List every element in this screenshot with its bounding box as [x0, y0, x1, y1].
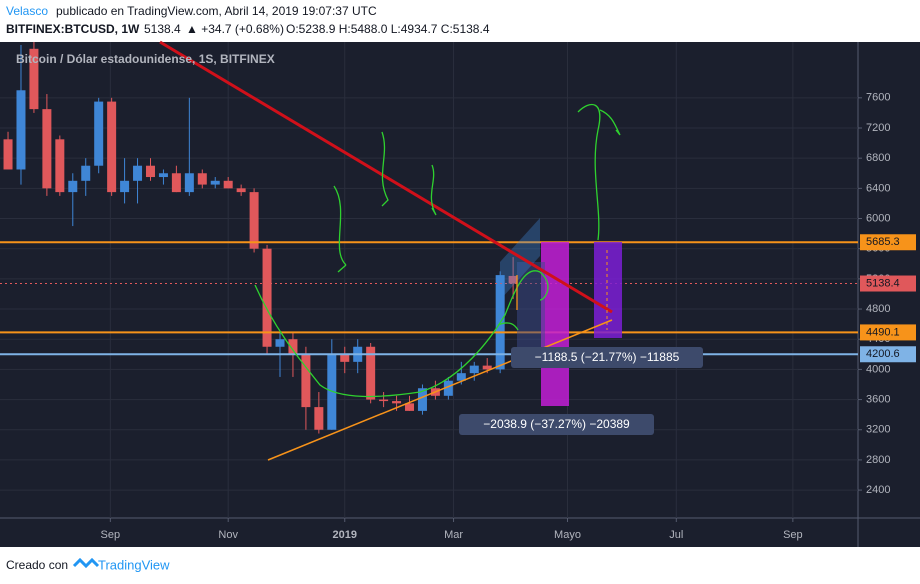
freehand	[381, 131, 389, 207]
candle-body	[508, 275, 518, 284]
candle-body	[443, 380, 453, 396]
candle-body	[133, 165, 143, 181]
ohlc: O:5238.9 H:5488.0 L:4934.7 C:5138.4	[286, 22, 490, 36]
price-label-bg	[860, 346, 916, 363]
channel	[500, 218, 540, 300]
range-box	[594, 242, 622, 338]
candle-body	[327, 354, 337, 430]
candle-body	[145, 165, 155, 178]
candle-body	[482, 365, 492, 370]
candle-body	[210, 180, 220, 185]
x-tick-label: Sep	[783, 529, 803, 541]
trend-line	[267, 319, 613, 461]
chart-bg	[0, 42, 920, 547]
candle-body	[417, 388, 427, 411]
y-tick-label: 7200	[866, 122, 890, 134]
freehand	[430, 164, 437, 216]
candle-body	[366, 346, 376, 400]
candle-body	[184, 173, 194, 193]
change: ▲ +34.7 (+0.68%)	[186, 22, 284, 36]
candle-body	[379, 399, 389, 402]
chart-title: Bitcoin / Dólar estadounidense, 1S, BITF…	[16, 52, 275, 66]
candle-body	[107, 101, 117, 193]
price-label: 5685.3	[866, 236, 900, 248]
candles	[0, 42, 858, 434]
freehand	[333, 185, 347, 273]
candle-body	[16, 90, 26, 170]
candle-body	[392, 401, 402, 404]
y-tick-label: 3200	[866, 424, 890, 436]
measure-box	[459, 414, 654, 435]
candle-body	[469, 365, 479, 374]
candle-body	[94, 101, 104, 166]
footer-brand: TradingView	[98, 557, 170, 572]
candle-body	[55, 139, 65, 193]
x-tick-label: Mayo	[554, 529, 581, 541]
y-tick-label: 2400	[866, 484, 890, 496]
candle-body	[288, 339, 298, 355]
y-tick-label: 7600	[866, 92, 890, 104]
x-tick-label: Mar	[444, 529, 463, 541]
candle-body	[158, 173, 168, 178]
symbol: BITFINEX:BTCUSD, 1W	[6, 22, 140, 36]
x-tick-label: Sep	[101, 529, 121, 541]
range-box	[517, 262, 545, 347]
candle-body	[81, 165, 91, 181]
drawings	[159, 40, 622, 461]
freehand	[254, 270, 549, 398]
price-label-bg	[860, 324, 916, 341]
price-label-bg	[860, 275, 916, 292]
candle-body	[120, 180, 130, 193]
range-box	[541, 242, 569, 406]
labels: 2400280032003600400044004800520056006000…	[101, 92, 916, 541]
y-tick-label: 6000	[866, 212, 890, 224]
candle-body	[405, 403, 415, 411]
candle-body	[249, 192, 259, 249]
candle-body	[262, 248, 272, 347]
x-tick-label: Nov	[218, 529, 238, 541]
freehand	[577, 103, 601, 241]
candle-body	[42, 109, 52, 189]
x-tick-label: Jul	[669, 529, 683, 541]
candle-body	[340, 354, 350, 362]
candle-body	[68, 180, 78, 193]
y-tick-label: 4800	[866, 303, 890, 315]
published: publicado en TradingView.com, Abril 14, …	[56, 4, 377, 18]
price-label: 4200.6	[866, 348, 900, 360]
last-price: 5138.4	[144, 22, 181, 36]
y-tick-label: 6400	[866, 182, 890, 194]
y-tick-label: 6800	[866, 152, 890, 164]
candle-body	[223, 180, 233, 189]
candle-body	[314, 407, 324, 430]
candle-body	[301, 354, 311, 408]
grid	[0, 42, 862, 522]
price-label: 4490.1	[866, 326, 900, 338]
price-label-bg	[860, 234, 916, 251]
y-tick-label: 4000	[866, 363, 890, 375]
y-tick-label: 2800	[866, 454, 890, 466]
measure-label: −1188.5 (−21.77%) −11885	[535, 350, 680, 364]
x-tick-label: 2019	[333, 529, 357, 541]
candle-body	[275, 339, 285, 347]
freehand	[497, 322, 519, 331]
measure-label: −2038.9 (−37.27%) −20389	[483, 417, 630, 431]
candle-body	[3, 139, 13, 170]
price-label: 5138.4	[866, 277, 900, 289]
logo	[72, 557, 100, 569]
y-tick-label: 3600	[866, 393, 890, 405]
author: Velasco	[6, 4, 48, 18]
candle-body	[29, 48, 39, 110]
footer-text: Creado con	[6, 558, 68, 572]
candle-body	[236, 188, 246, 193]
trend-line	[159, 40, 613, 314]
candle-body	[197, 173, 207, 185]
freehand	[599, 109, 621, 136]
candle-body	[456, 373, 466, 381]
candle-body	[171, 173, 181, 193]
measure-box	[511, 347, 703, 368]
